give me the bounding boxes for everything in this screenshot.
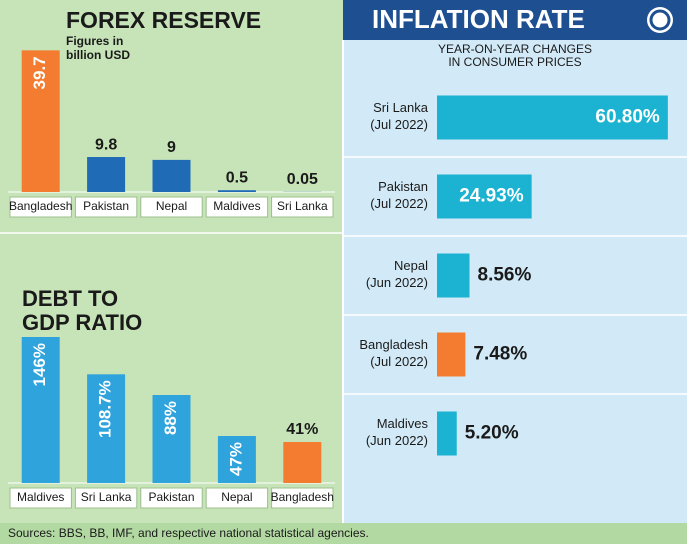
category-box [74,487,138,509]
y-tick-label: Nepal (Jun 2022) [366,258,428,290]
header-band [343,0,687,40]
category-box [271,196,334,218]
x-tick-label: Sri Lanka [81,490,132,504]
x-tick-label: Nepal [156,199,187,213]
bar [437,332,466,377]
bar [21,337,60,483]
category-box [74,196,138,218]
value-label: 41% [286,421,318,438]
value-label: 5.20% [465,423,519,444]
sources: Sources: BBS, BB, IMF, and respective na… [8,526,369,540]
value-label: 108.7% [96,380,115,438]
x-tick-label: Maldives [213,199,260,213]
y-tick-label: Sri Lanka (Jul 2022) [370,100,429,132]
x-tick-label: Pakistan [148,490,194,504]
value-label: 0.5 [226,169,248,186]
category-box [140,487,203,509]
category-box [271,487,334,509]
value-label: 0.05 [287,171,318,188]
x-tick-label: Nepal [221,490,252,504]
x-tick-label: Sri Lanka [277,199,328,213]
bar [87,157,126,192]
bar [152,159,191,192]
bar [437,174,532,219]
value-label: 8.56% [478,265,532,286]
category-box [205,487,269,509]
value-label: 9 [167,139,176,156]
value-label: 88% [161,401,180,435]
category-box [205,196,269,218]
value-label: 146% [30,343,49,386]
bar [217,190,256,192]
category-box [140,196,203,218]
bar [437,253,470,298]
value-label: 7.48% [473,344,527,365]
bar [217,436,256,483]
x-tick-label: Bangladesh [9,199,72,213]
y-tick-label: Bangladesh (Jul 2022) [359,337,428,369]
chart-title: INFLATION RATE [372,4,585,34]
footer-band [0,523,687,544]
value-label: 60.80% [595,107,660,128]
x-tick-label: Pakistan [83,199,129,213]
bar [437,411,457,456]
category-box [9,487,72,509]
x-tick-label: Bangladesh [271,490,334,504]
value-label: 47% [226,442,245,476]
bar [21,50,60,192]
x-tick-label: Maldives [17,490,64,504]
value-label: 24.93% [459,186,524,207]
chart-subtitle: YEAR-ON-YEAR CHANGES IN CONSUMER PRICES [438,42,592,69]
y-tick-label: Pakistan (Jul 2022) [370,179,428,211]
bar [87,374,126,483]
value-label: 39.7 [30,56,49,89]
category-box [9,196,72,218]
chart-subtitle: Figures in billion USD [66,34,130,62]
bar [437,95,668,140]
y-tick-label: Maldives (Jun 2022) [366,416,429,448]
bar [283,442,322,483]
value-label: 9.8 [95,136,117,153]
chart-title: DEBT TO GDP RATIO [22,286,142,335]
logo-ring [649,9,671,31]
chart-title: FOREX RESERVE [66,7,261,33]
bar [152,395,191,483]
right-panel [343,0,687,544]
